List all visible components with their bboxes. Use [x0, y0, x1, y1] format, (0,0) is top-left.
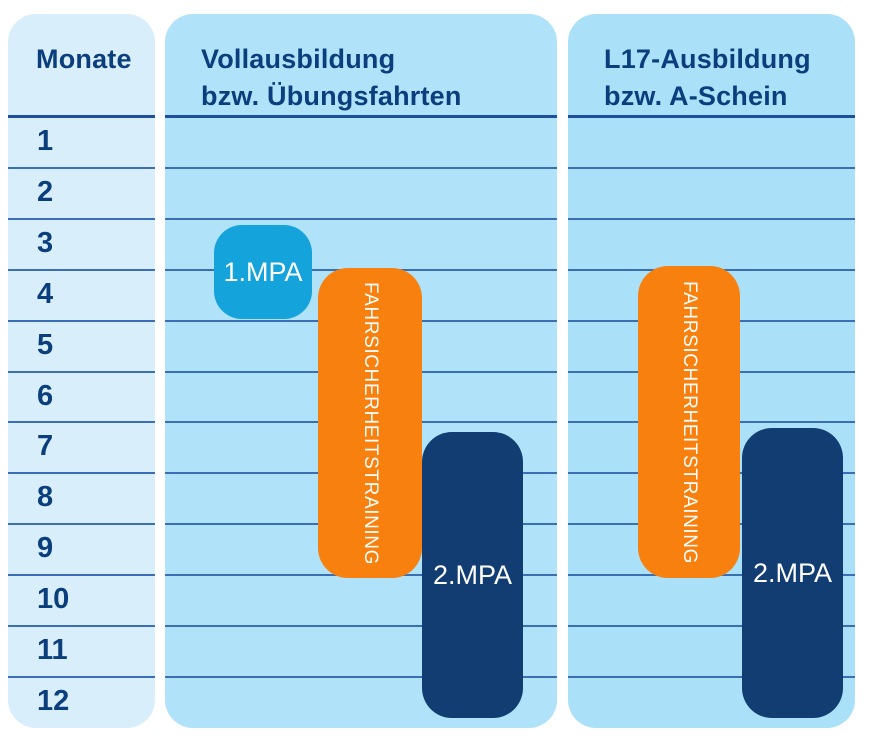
block-1mpa-vollausbildung: 1.MPA: [214, 225, 312, 319]
grid-line: [8, 218, 155, 220]
grid-line: [8, 167, 155, 169]
grid-line: [8, 421, 155, 423]
title-line-2: bzw. A-Schein: [604, 81, 788, 111]
block-label: 2.MPA: [432, 559, 513, 590]
month-label-2: 2: [37, 176, 54, 208]
title-line-2: bzw. Übungsfahrten: [201, 81, 462, 111]
month-column-title: Monate: [36, 44, 132, 74]
grid-line: [8, 574, 155, 576]
grid-line: [8, 625, 155, 627]
block-2mpa-vollausbildung: 2.MPA: [422, 432, 523, 718]
header-divider: [165, 115, 557, 118]
header-divider: [568, 115, 855, 118]
month-label-5: 5: [37, 329, 54, 361]
month-label-8: 8: [37, 481, 54, 513]
grid-line: [165, 218, 557, 220]
block-2mpa-l17: 2.MPA: [742, 428, 843, 718]
grid-line: [8, 371, 155, 373]
month-label-4: 4: [37, 278, 54, 310]
column-l17-ausbildung: L17-Ausbildung bzw. A-Schein FAHRSICHERHE…: [568, 14, 855, 728]
column-vollausbildung-title: Vollausbildung bzw. Übungsfahrten: [201, 41, 462, 115]
grid-line: [8, 523, 155, 525]
grid-line: [165, 676, 557, 678]
month-label-6: 6: [37, 380, 54, 412]
month-label-7: 7: [37, 430, 54, 462]
month-label-12: 12: [37, 685, 70, 717]
grid-line: [8, 320, 155, 322]
grid-line: [568, 218, 855, 220]
month-label-10: 10: [37, 583, 70, 615]
grid-line: [568, 167, 855, 169]
month-column: Monate 1 2 3 4 5 6 7 8 9 10 11 12: [8, 14, 155, 728]
grid-line: [8, 472, 155, 474]
grid-line: [568, 625, 855, 627]
grid-line: [8, 269, 155, 271]
grid-line: [165, 625, 557, 627]
column-vollausbildung: Vollausbildung bzw. Übungsfahrten 1.MPA F…: [165, 14, 557, 728]
grid-line: [568, 676, 855, 678]
block-label: FAHRSICHERHEITSTRAINING: [679, 280, 700, 564]
block-fahrsicherheitstraining-vollausbildung: FAHRSICHERHEITSTRAINING: [318, 268, 422, 578]
month-label-9: 9: [37, 532, 54, 564]
header-divider: [8, 115, 155, 118]
month-label-11: 11: [37, 634, 68, 666]
month-label-3: 3: [37, 227, 54, 259]
title-line-1: L17-Ausbildung: [604, 44, 811, 74]
block-label: 2.MPA: [752, 557, 833, 588]
column-l17-title: L17-Ausbildung bzw. A-Schein: [604, 41, 811, 115]
month-label-1: 1: [37, 125, 54, 157]
grid-line: [8, 676, 155, 678]
grid-line: [165, 167, 557, 169]
title-line-1: Vollausbildung: [201, 44, 396, 74]
block-label: FAHRSICHERHEITSTRAINING: [360, 281, 381, 565]
block-fahrsicherheitstraining-l17: FAHRSICHERHEITSTRAINING: [638, 266, 740, 578]
block-label: 1.MPA: [223, 256, 303, 287]
